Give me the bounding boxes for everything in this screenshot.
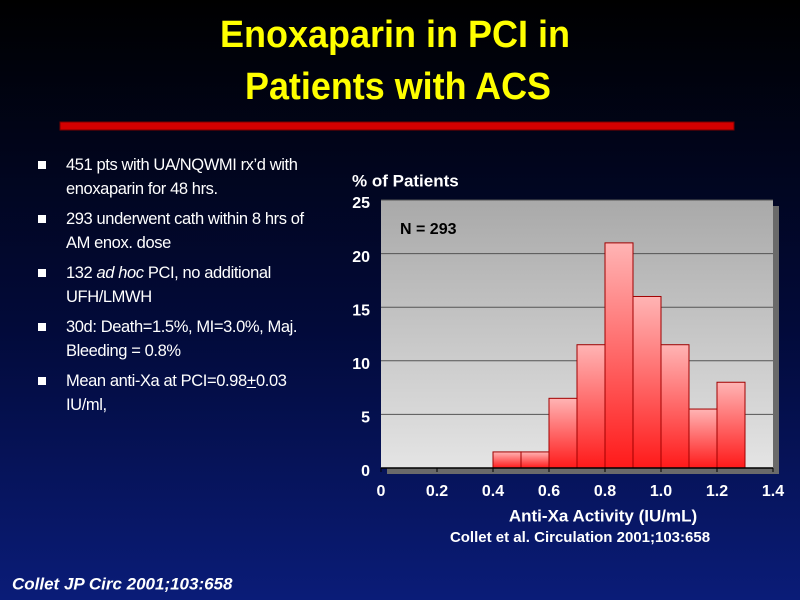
bullet: Mean anti-Xa at PCI=0.98+0.03 IU/ml, — [36, 369, 326, 417]
y-tick-label: 10 — [352, 356, 370, 373]
y-tick-label: 0 — [361, 463, 370, 480]
x-tick-label: 0.4 — [482, 483, 504, 500]
bar — [716, 381, 746, 469]
bullet-text: Mean anti-Xa at PCI=0.98 — [66, 372, 247, 390]
source: Collet et al. Circulation 2001;103:658 — [450, 529, 710, 546]
x-tick-label: 0.6 — [538, 483, 560, 500]
bullet-text: PCI, no additional UFH/LMWH — [66, 264, 271, 306]
x-tick-label: 1.0 — [650, 483, 672, 500]
chart: 0 5 10 15 20 25 0 0.2 0.4 0.6 0.8 1.0 1.2 1.4 — [352, 195, 784, 500]
bullet-list: 451 pts with UA/NQWMI rx’d with enoxapar… — [36, 153, 326, 423]
bullet-text: 132 — [66, 264, 97, 282]
x-axis-label: Anti-Xa Activity (IU/mL) — [509, 506, 697, 525]
x-tick-label: 0.2 — [426, 483, 448, 500]
bullet-text: ad hoc — [96, 264, 145, 282]
x-tick-label: 1.4 — [762, 483, 784, 500]
bullet-text: 451 pts with UA/NQWMI rx’d with enoxapar… — [66, 156, 298, 198]
bullet-text: 30d: Death=1.5%, MI=3.0%, Maj. Bleeding … — [66, 318, 298, 360]
bar — [520, 451, 550, 469]
x-tick-label: 0.8 — [594, 483, 616, 500]
title-rule — [59, 121, 735, 131]
annotation: N = 293 — [400, 221, 457, 238]
bar — [688, 408, 718, 469]
bullet: 132 ad hoc PCI, no additional UFH/LMWH — [36, 261, 326, 309]
x-tick-label: 0 — [377, 483, 386, 500]
y-tick-label: 20 — [352, 249, 370, 266]
bar — [632, 295, 662, 469]
y-axis-label: % of Patients — [352, 171, 459, 190]
title-line: Enoxaparin in PCI in — [220, 14, 570, 56]
bar — [492, 451, 522, 469]
bar — [604, 242, 634, 469]
footer: Collet JP Circ 2001;103:658 — [12, 574, 233, 593]
y-tick-label: 5 — [361, 410, 370, 427]
y-tick-label: 25 — [352, 195, 370, 212]
bullet: 451 pts with UA/NQWMI rx’d with enoxapar… — [36, 153, 326, 201]
y-tick-label: 15 — [352, 302, 370, 319]
bullet: 293 underwent cath within 8 hrs of AM en… — [36, 207, 326, 255]
x-tick-label: 1.2 — [706, 483, 728, 500]
bullet-text: 0.03 IU/ml, — [66, 372, 287, 414]
title-line: Patients with ACS — [245, 66, 551, 108]
bar — [548, 397, 578, 469]
bullet: 30d: Death=1.5%, MI=3.0%, Maj. Bleeding … — [36, 315, 326, 363]
bullet-text: + — [246, 372, 257, 390]
bar — [576, 344, 606, 469]
bar — [660, 344, 690, 469]
bullet-text: 293 underwent cath within 8 hrs of AM en… — [66, 210, 304, 252]
